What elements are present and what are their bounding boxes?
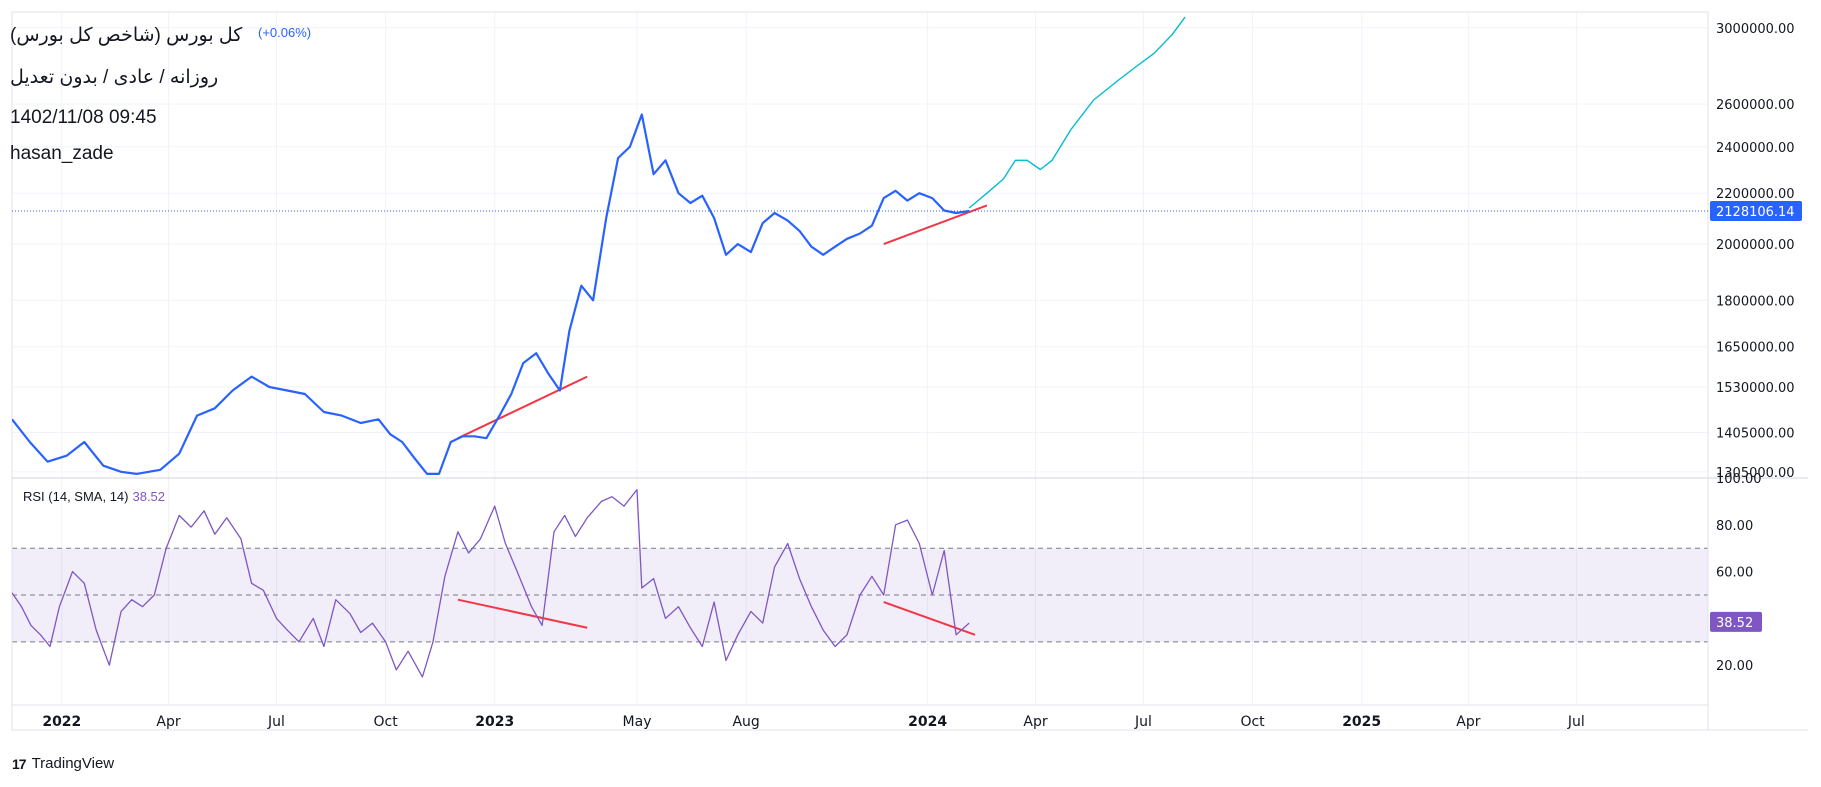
price-tick-label: 3000000.00 [1716, 22, 1795, 37]
price-tick-label: 1650000.00 [1716, 341, 1795, 356]
time-tick-label: Jul [1567, 714, 1585, 730]
time-tick-label: 2022 [42, 714, 81, 730]
price-line [12, 113, 970, 475]
rsi-trend-line [883, 601, 976, 636]
time-tick-label: Jul [267, 714, 285, 730]
price-tick-label: 2600000.00 [1716, 98, 1795, 113]
rsi-tick-label: 100.00 [1716, 472, 1762, 487]
time-tick-label: Jul [1134, 714, 1152, 730]
time-tick-label: May [623, 714, 652, 730]
price-tick-label: 1305000.00 [1716, 466, 1795, 481]
series-lines [12, 16, 1708, 678]
time-tick-label: Aug [732, 714, 759, 730]
projection-line [968, 16, 1186, 209]
rsi-legend[interactable]: RSI (14, SMA, 14) 38.52 [23, 489, 165, 504]
last-price-badge [1710, 200, 1802, 221]
rsi-tick-label: 80.00 [1716, 519, 1753, 534]
rsi-legend-value: 38.52 [132, 489, 166, 504]
time-tick-label: 2025 [1342, 714, 1381, 730]
price-tick-label: 2200000.00 [1716, 187, 1795, 202]
brand-name: TradingView [31, 755, 115, 772]
price-tick-label: 1530000.00 [1716, 381, 1795, 396]
chart-datetime: 1402/11/08 09:45 [10, 107, 157, 128]
time-tick-label: 2023 [475, 714, 514, 730]
time-tick-label: Apr [156, 714, 180, 730]
trend-lines [457, 204, 988, 636]
chart-subtitle: روزانه / عادی / بدون تعدیل [10, 67, 219, 88]
price-trend-line [457, 375, 588, 440]
tradingview-logo-icon: 17 [12, 755, 27, 772]
brand[interactable]: 17 TradingView [12, 755, 114, 772]
price-change: (+0.06%) [258, 25, 312, 40]
price-trend-line [883, 204, 988, 246]
chart-author: hasan_zade [10, 143, 114, 164]
time-tick-label: 2024 [908, 714, 947, 730]
last-price-badge-label: 2128106.14 [1716, 205, 1795, 220]
rsi-value-badge-label: 38.52 [1716, 616, 1753, 631]
rsi-trend-line [457, 598, 588, 629]
chart-title: کل بورس (شاخص کل بورس) [10, 25, 243, 46]
rsi-tick-label: 20.00 [1716, 659, 1753, 674]
time-tick-label: Oct [373, 714, 398, 730]
price-tick-label: 2000000.00 [1716, 238, 1795, 253]
price-tick-label: 1800000.00 [1716, 294, 1795, 309]
price-tick-label: 2400000.00 [1716, 141, 1795, 156]
value-badges: 2128106.14 38.52 [1710, 200, 1802, 632]
pane-frame [11, 11, 1808, 731]
time-tick-label: Apr [1456, 714, 1480, 730]
rsi-line [12, 489, 970, 678]
rsi-tick-label: 60.00 [1716, 566, 1753, 581]
time-tick-label: Oct [1240, 714, 1265, 730]
rsi-legend-label: RSI (14, SMA, 14) [23, 489, 129, 504]
time-tick-label: Apr [1023, 714, 1047, 730]
rsi-value-badge [1710, 611, 1762, 632]
axes: 3000000.00 2600000.00 2400000.00 2200000.00… [42, 22, 1794, 730]
price-tick-label: 1405000.00 [1716, 426, 1795, 441]
